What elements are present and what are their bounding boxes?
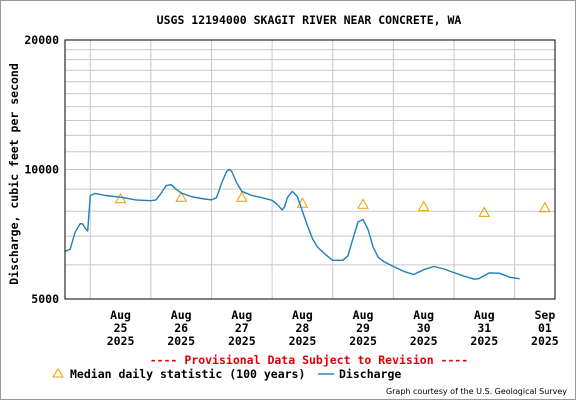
x-tick-label: Aug (353, 308, 374, 322)
x-tick-label: Sep (535, 308, 556, 322)
x-tick-label: 2025 (228, 334, 256, 348)
x-tick-label: Aug (292, 308, 313, 322)
x-tick-label: 30 (417, 321, 431, 335)
x-tick-label: Aug (171, 308, 192, 322)
discharge-line (64, 168, 520, 280)
plot-border (64, 39, 556, 300)
x-tick-label: 28 (295, 321, 309, 335)
gridlines (65, 39, 555, 300)
chart-title: USGS 12194000 SKAGIT RIVER NEAR CONCRETE… (157, 13, 462, 27)
y-axis-label: Discharge, cubic feet per second (7, 63, 21, 285)
y-tick-label: 5000 (31, 292, 59, 306)
y-tick-label: 20000 (24, 33, 59, 47)
x-tick-label: Aug (110, 308, 131, 322)
x-tick-label: 25 (114, 321, 128, 335)
median-marker (539, 201, 551, 213)
legend: Median daily statistic (100 years) Disch… (52, 367, 401, 381)
legend-discharge-label: Discharge (339, 367, 401, 381)
x-tick-label: 27 (235, 321, 249, 335)
x-tick-label: 2025 (470, 334, 498, 348)
x-tick-label: 2025 (107, 334, 135, 348)
x-tick-label: 2025 (410, 334, 438, 348)
discharge-series (64, 168, 520, 280)
x-tick-label: 2025 (349, 334, 377, 348)
x-tick-label: 01 (538, 321, 552, 335)
x-tick-label: 31 (477, 321, 491, 335)
x-tick-label: 29 (356, 321, 370, 335)
x-tick-label: Aug (474, 308, 495, 322)
median-marker (175, 191, 188, 202)
x-tick-label: 2025 (531, 334, 559, 348)
provisional-notice: ---- Provisional Data Subject to Revisio… (150, 353, 469, 367)
legend-median-label: Median daily statistic (100 years) (70, 367, 305, 381)
median-marker (235, 191, 248, 202)
median-marker (417, 200, 430, 212)
x-axis-ticks: Aug252025Aug262025Aug272025Aug282025Aug2… (107, 308, 559, 348)
x-tick-label: Aug (413, 308, 434, 322)
median-marker (478, 206, 491, 217)
y-tick-label: 10000 (24, 163, 59, 177)
usgs-credit: Graph courtesy of the U.S. Geological Su… (386, 387, 567, 396)
median-marker (357, 198, 369, 209)
x-tick-label: 2025 (289, 334, 317, 348)
x-tick-label: Aug (231, 308, 252, 322)
y-axis-ticks: 5000 10000 20000 (24, 33, 59, 306)
x-tick-label: 26 (174, 321, 188, 335)
x-tick-label: 2025 (167, 334, 195, 348)
legend-median-marker (52, 368, 64, 378)
